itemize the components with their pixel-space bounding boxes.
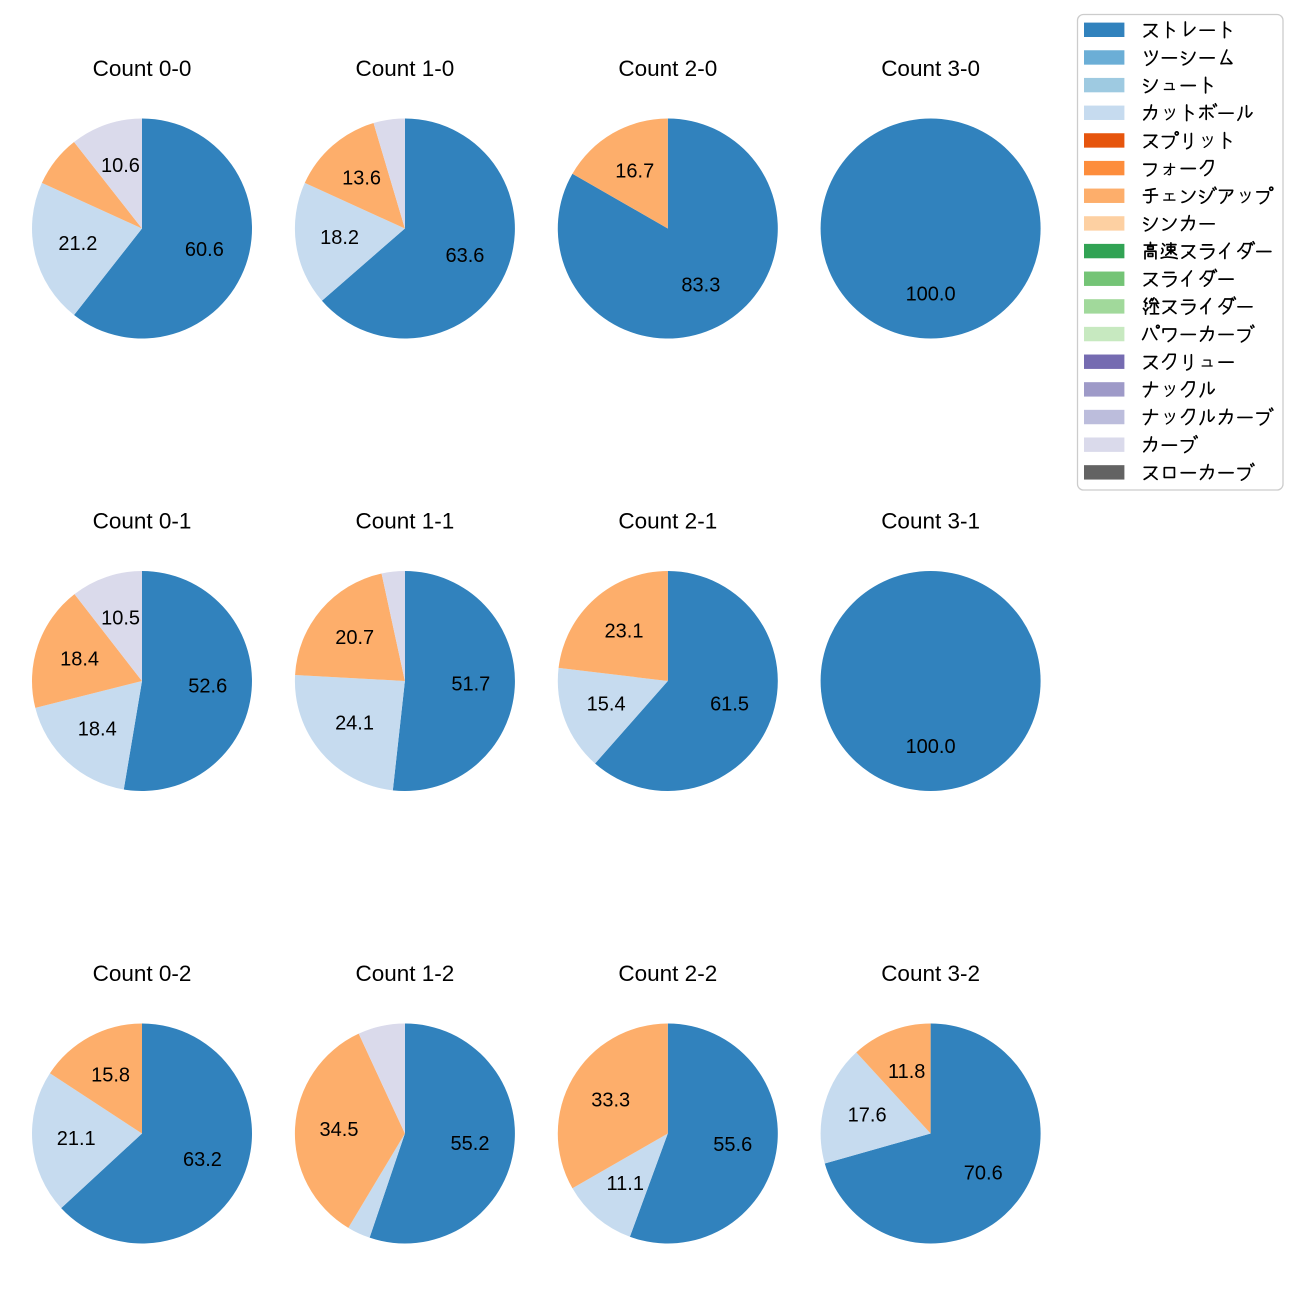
svg-text:55.2: 55.2 [451, 1133, 490, 1155]
svg-text:34.5: 34.5 [320, 1119, 359, 1141]
svg-text:21.1: 21.1 [57, 1128, 96, 1150]
svg-text:55.6: 55.6 [713, 1134, 752, 1156]
svg-text:63.6: 63.6 [446, 245, 485, 267]
svg-text:Count 0-2: Count 0-2 [93, 961, 192, 986]
svg-text:18.4: 18.4 [60, 649, 99, 671]
svg-text:63.2: 63.2 [183, 1149, 222, 1171]
svg-text:61.5: 61.5 [710, 693, 749, 715]
svg-text:100.0: 100.0 [906, 284, 956, 306]
svg-text:23.1: 23.1 [605, 621, 644, 643]
svg-text:52.6: 52.6 [188, 675, 227, 697]
svg-text:11.1: 11.1 [607, 1173, 644, 1195]
svg-text:70.6: 70.6 [964, 1162, 1003, 1184]
svg-text:11.8: 11.8 [888, 1061, 925, 1083]
svg-text:Count 2-1: Count 2-1 [618, 509, 717, 534]
svg-text:Count 2-0: Count 2-0 [618, 56, 717, 81]
svg-text:Count 3-2: Count 3-2 [881, 961, 980, 986]
svg-text:10.6: 10.6 [101, 155, 140, 177]
svg-text:51.7: 51.7 [451, 674, 490, 696]
svg-text:13.6: 13.6 [342, 168, 381, 190]
svg-text:10.5: 10.5 [101, 608, 140, 630]
svg-text:Count 1-1: Count 1-1 [355, 509, 454, 534]
svg-text:15.8: 15.8 [91, 1064, 130, 1086]
svg-text:20.7: 20.7 [335, 627, 374, 649]
svg-text:Count 3-1: Count 3-1 [881, 509, 980, 534]
svg-text:15.4: 15.4 [587, 694, 626, 716]
svg-text:Count 1-2: Count 1-2 [355, 961, 454, 986]
svg-text:Count 3-0: Count 3-0 [881, 56, 980, 81]
svg-text:24.1: 24.1 [335, 713, 374, 735]
svg-text:83.3: 83.3 [681, 275, 720, 297]
svg-text:16.7: 16.7 [615, 160, 654, 182]
svg-text:Count 1-0: Count 1-0 [355, 56, 454, 81]
svg-text:18.2: 18.2 [320, 227, 359, 249]
svg-text:17.6: 17.6 [848, 1104, 887, 1126]
svg-text:60.6: 60.6 [185, 239, 224, 261]
svg-text:18.4: 18.4 [78, 719, 117, 741]
svg-text:Count 2-2: Count 2-2 [618, 961, 717, 986]
svg-text:100.0: 100.0 [906, 736, 956, 758]
svg-text:Count 0-1: Count 0-1 [93, 509, 192, 534]
svg-text:21.2: 21.2 [58, 233, 97, 255]
svg-text:Count 0-0: Count 0-0 [93, 56, 192, 81]
svg-text:33.3: 33.3 [591, 1089, 630, 1111]
